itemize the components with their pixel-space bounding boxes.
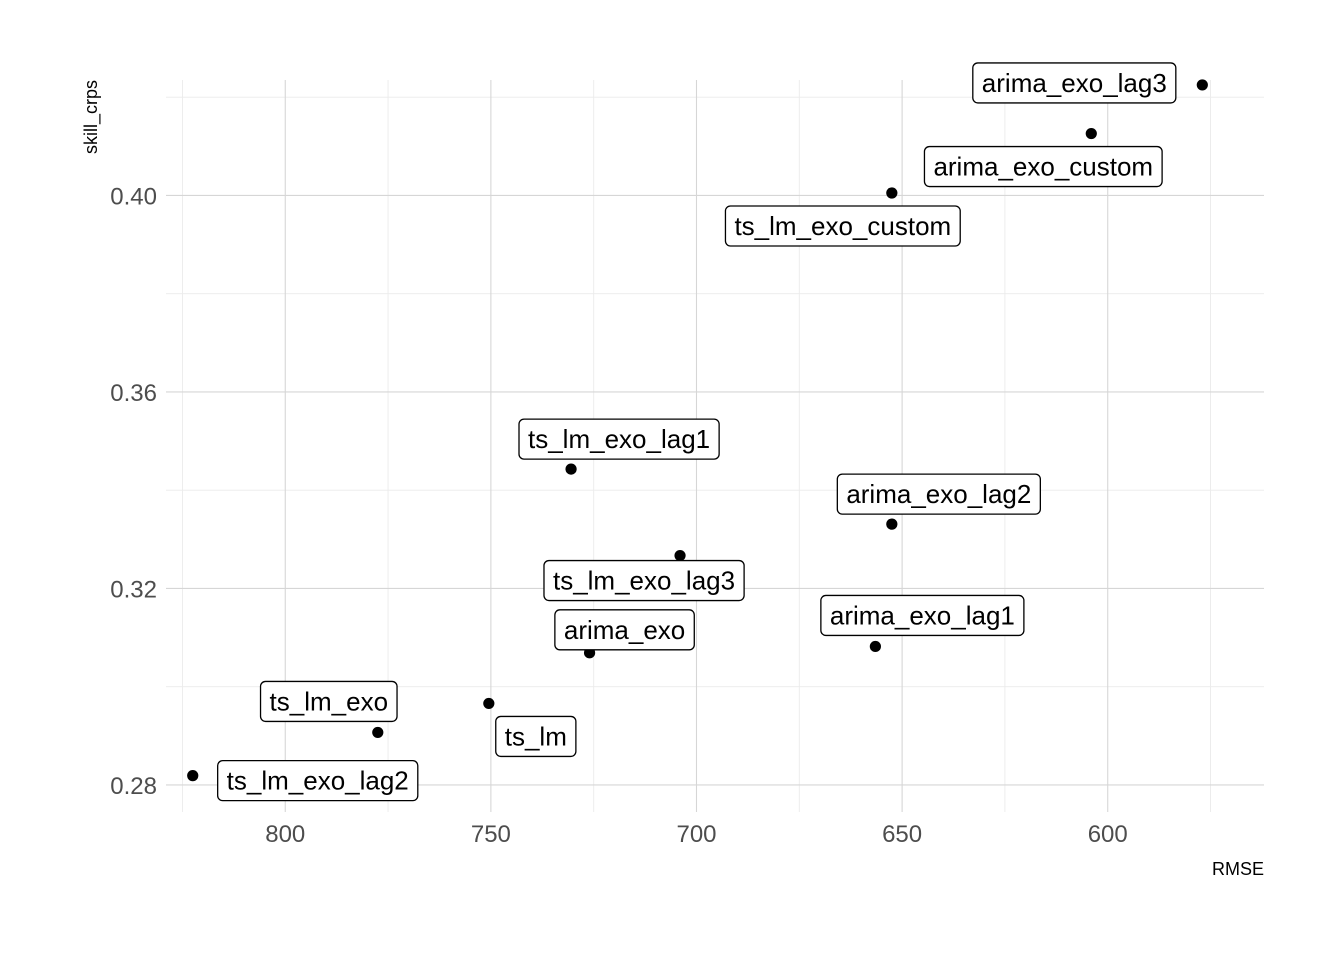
point-label: ts_lm_exo_custom: [724, 205, 961, 247]
point-label: ts_lm_exo: [259, 680, 398, 723]
data-point: [565, 463, 577, 475]
point-label: ts_lm_exo_lag1: [518, 418, 720, 460]
label-box: [518, 418, 720, 460]
data-point: [372, 726, 384, 739]
data-point: [886, 518, 898, 530]
point-label-text: ts_lm_exo_lag3: [553, 566, 735, 596]
x-axis-ticks: 800 750 700 650 600: [265, 821, 1128, 848]
y-tick-label: 0.40: [110, 183, 157, 210]
point-label-text: arima_exo_lag1: [830, 600, 1015, 630]
x-axis-title: RMSE: [1212, 859, 1264, 879]
label-box: [554, 609, 695, 651]
data-point: [1196, 79, 1208, 91]
point-label-text: ts_lm: [505, 721, 567, 751]
label-box: [972, 62, 1177, 104]
label-box: [259, 680, 398, 723]
y-tick-label: 0.28: [110, 773, 157, 800]
y-axis-ticks: 0.28 0.32 0.36 0.40: [110, 183, 157, 800]
label-box: [217, 759, 419, 802]
data-point: [187, 770, 199, 782]
x-tick-label: 750: [471, 821, 511, 848]
label-box: [543, 559, 745, 602]
point-label-text: arima_exo_custom: [933, 152, 1153, 182]
point-labels: arima_exo_lag3 arima_exo_custom ts_lm_exo_…: [217, 62, 1177, 802]
label-box: [495, 715, 577, 758]
label-box: [820, 594, 1025, 637]
data-points: [187, 79, 1208, 782]
y-tick-label: 0.32: [110, 576, 157, 603]
point-label-text: arima_exo_lag3: [982, 68, 1167, 98]
data-point: [674, 549, 686, 562]
x-tick-label: 650: [882, 821, 922, 848]
point-label: arima_exo: [554, 609, 695, 651]
data-point: [1085, 127, 1097, 140]
point-label-text: ts_lm_exo_lag2: [227, 766, 409, 796]
point-label: ts_lm_exo_lag2: [217, 759, 419, 802]
point-label: ts_lm_exo_lag3: [543, 559, 745, 602]
data-point: [483, 697, 495, 710]
point-label-text: arima_exo_lag2: [846, 479, 1031, 509]
point-label: arima_exo_lag3: [972, 62, 1177, 104]
y-axis-title: skill_crps: [81, 80, 102, 154]
point-label: arima_exo_lag1: [820, 594, 1025, 637]
label-box: [724, 205, 961, 247]
label-box: [923, 145, 1163, 188]
point-label: arima_exo_custom: [923, 145, 1163, 188]
point-label-text: ts_lm_exo_custom: [734, 211, 951, 241]
point-label-text: ts_lm_exo_lag1: [528, 424, 710, 454]
data-point: [886, 187, 898, 199]
point-label-text: ts_lm_exo: [270, 686, 389, 716]
x-tick-label: 800: [265, 821, 305, 848]
x-tick-label: 700: [676, 821, 716, 848]
x-tick-label: 600: [1088, 821, 1128, 848]
data-point: [869, 640, 881, 653]
point-label-text: arima_exo: [564, 615, 685, 645]
point-label: ts_lm: [495, 715, 577, 758]
y-tick-label: 0.36: [110, 380, 157, 407]
label-box: [836, 473, 1041, 515]
point-label: arima_exo_lag2: [836, 473, 1041, 515]
